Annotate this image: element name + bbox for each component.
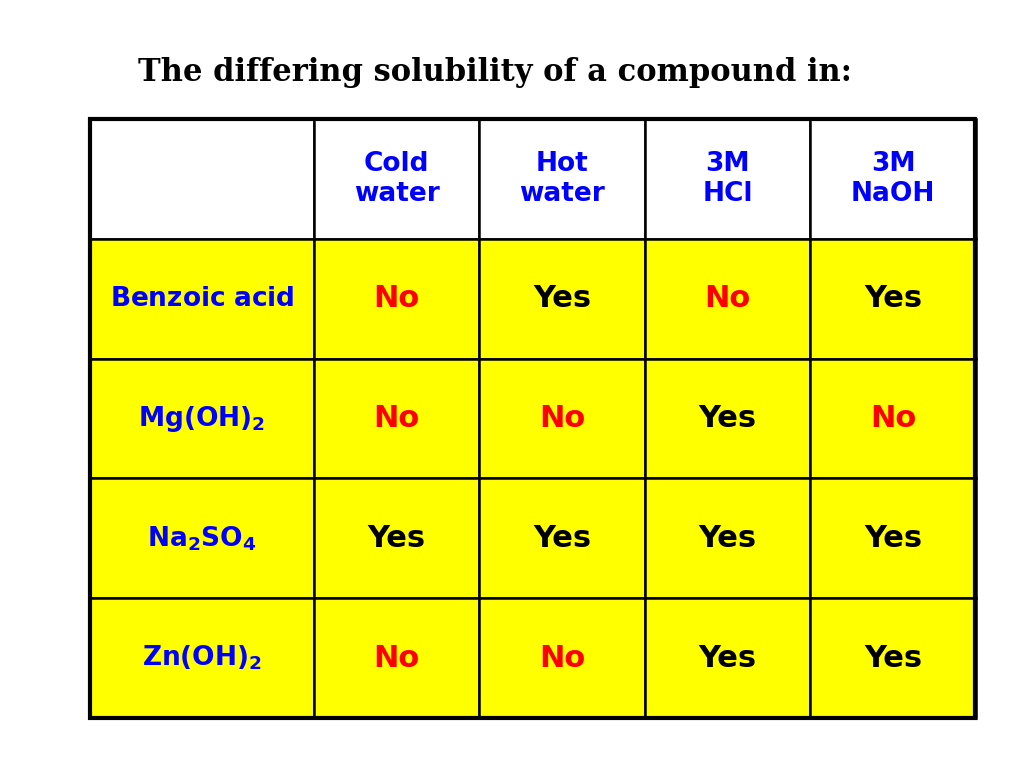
Text: $\mathbf{Mg(OH)_2}$: $\mathbf{Mg(OH)_2}$ — [138, 403, 265, 434]
Text: No: No — [374, 404, 420, 433]
Text: Yes: Yes — [698, 404, 757, 433]
Text: 3M
HCl: 3M HCl — [702, 151, 753, 207]
Bar — [90, 119, 314, 239]
Text: Yes: Yes — [698, 524, 757, 553]
Text: Yes: Yes — [864, 644, 922, 673]
Bar — [645, 478, 810, 598]
Text: Yes: Yes — [534, 524, 591, 553]
Text: $\mathbf{Benzoic\ acid}$: $\mathbf{Benzoic\ acid}$ — [110, 286, 294, 312]
Text: $\mathbf{Zn(OH)_2}$: $\mathbf{Zn(OH)_2}$ — [142, 644, 262, 673]
Bar — [314, 119, 479, 239]
Bar — [479, 359, 645, 478]
Bar — [810, 119, 976, 239]
Text: No: No — [539, 644, 586, 673]
Bar — [810, 239, 976, 359]
Bar — [645, 119, 810, 239]
Bar — [479, 119, 645, 239]
Text: 3M
NaOH: 3M NaOH — [851, 151, 935, 207]
Bar — [314, 598, 479, 718]
Text: No: No — [374, 644, 420, 673]
Bar — [90, 239, 314, 359]
Text: No: No — [539, 404, 586, 433]
Text: Yes: Yes — [698, 644, 757, 673]
Bar — [314, 359, 479, 478]
Text: $\mathbf{Na_2SO_4}$: $\mathbf{Na_2SO_4}$ — [147, 524, 257, 553]
Text: No: No — [705, 284, 751, 313]
Bar — [90, 478, 314, 598]
Text: Yes: Yes — [368, 524, 426, 553]
Bar — [90, 359, 314, 478]
Text: Cold
water: Cold water — [354, 151, 439, 207]
Text: No: No — [374, 284, 420, 313]
Bar — [479, 239, 645, 359]
Bar — [645, 239, 810, 359]
Text: No: No — [869, 404, 916, 433]
Text: Yes: Yes — [864, 524, 922, 553]
Bar — [314, 478, 479, 598]
Bar — [90, 119, 975, 718]
Bar — [810, 478, 976, 598]
Text: Yes: Yes — [864, 284, 922, 313]
Bar — [479, 598, 645, 718]
Text: Yes: Yes — [534, 284, 591, 313]
Bar — [645, 598, 810, 718]
Bar — [645, 359, 810, 478]
Bar — [314, 239, 479, 359]
Bar — [479, 478, 645, 598]
Bar — [810, 359, 976, 478]
Bar — [810, 598, 976, 718]
Text: Hot
water: Hot water — [519, 151, 605, 207]
Text: The differing solubility of a compound in:: The differing solubility of a compound i… — [138, 58, 852, 88]
Bar — [90, 598, 314, 718]
